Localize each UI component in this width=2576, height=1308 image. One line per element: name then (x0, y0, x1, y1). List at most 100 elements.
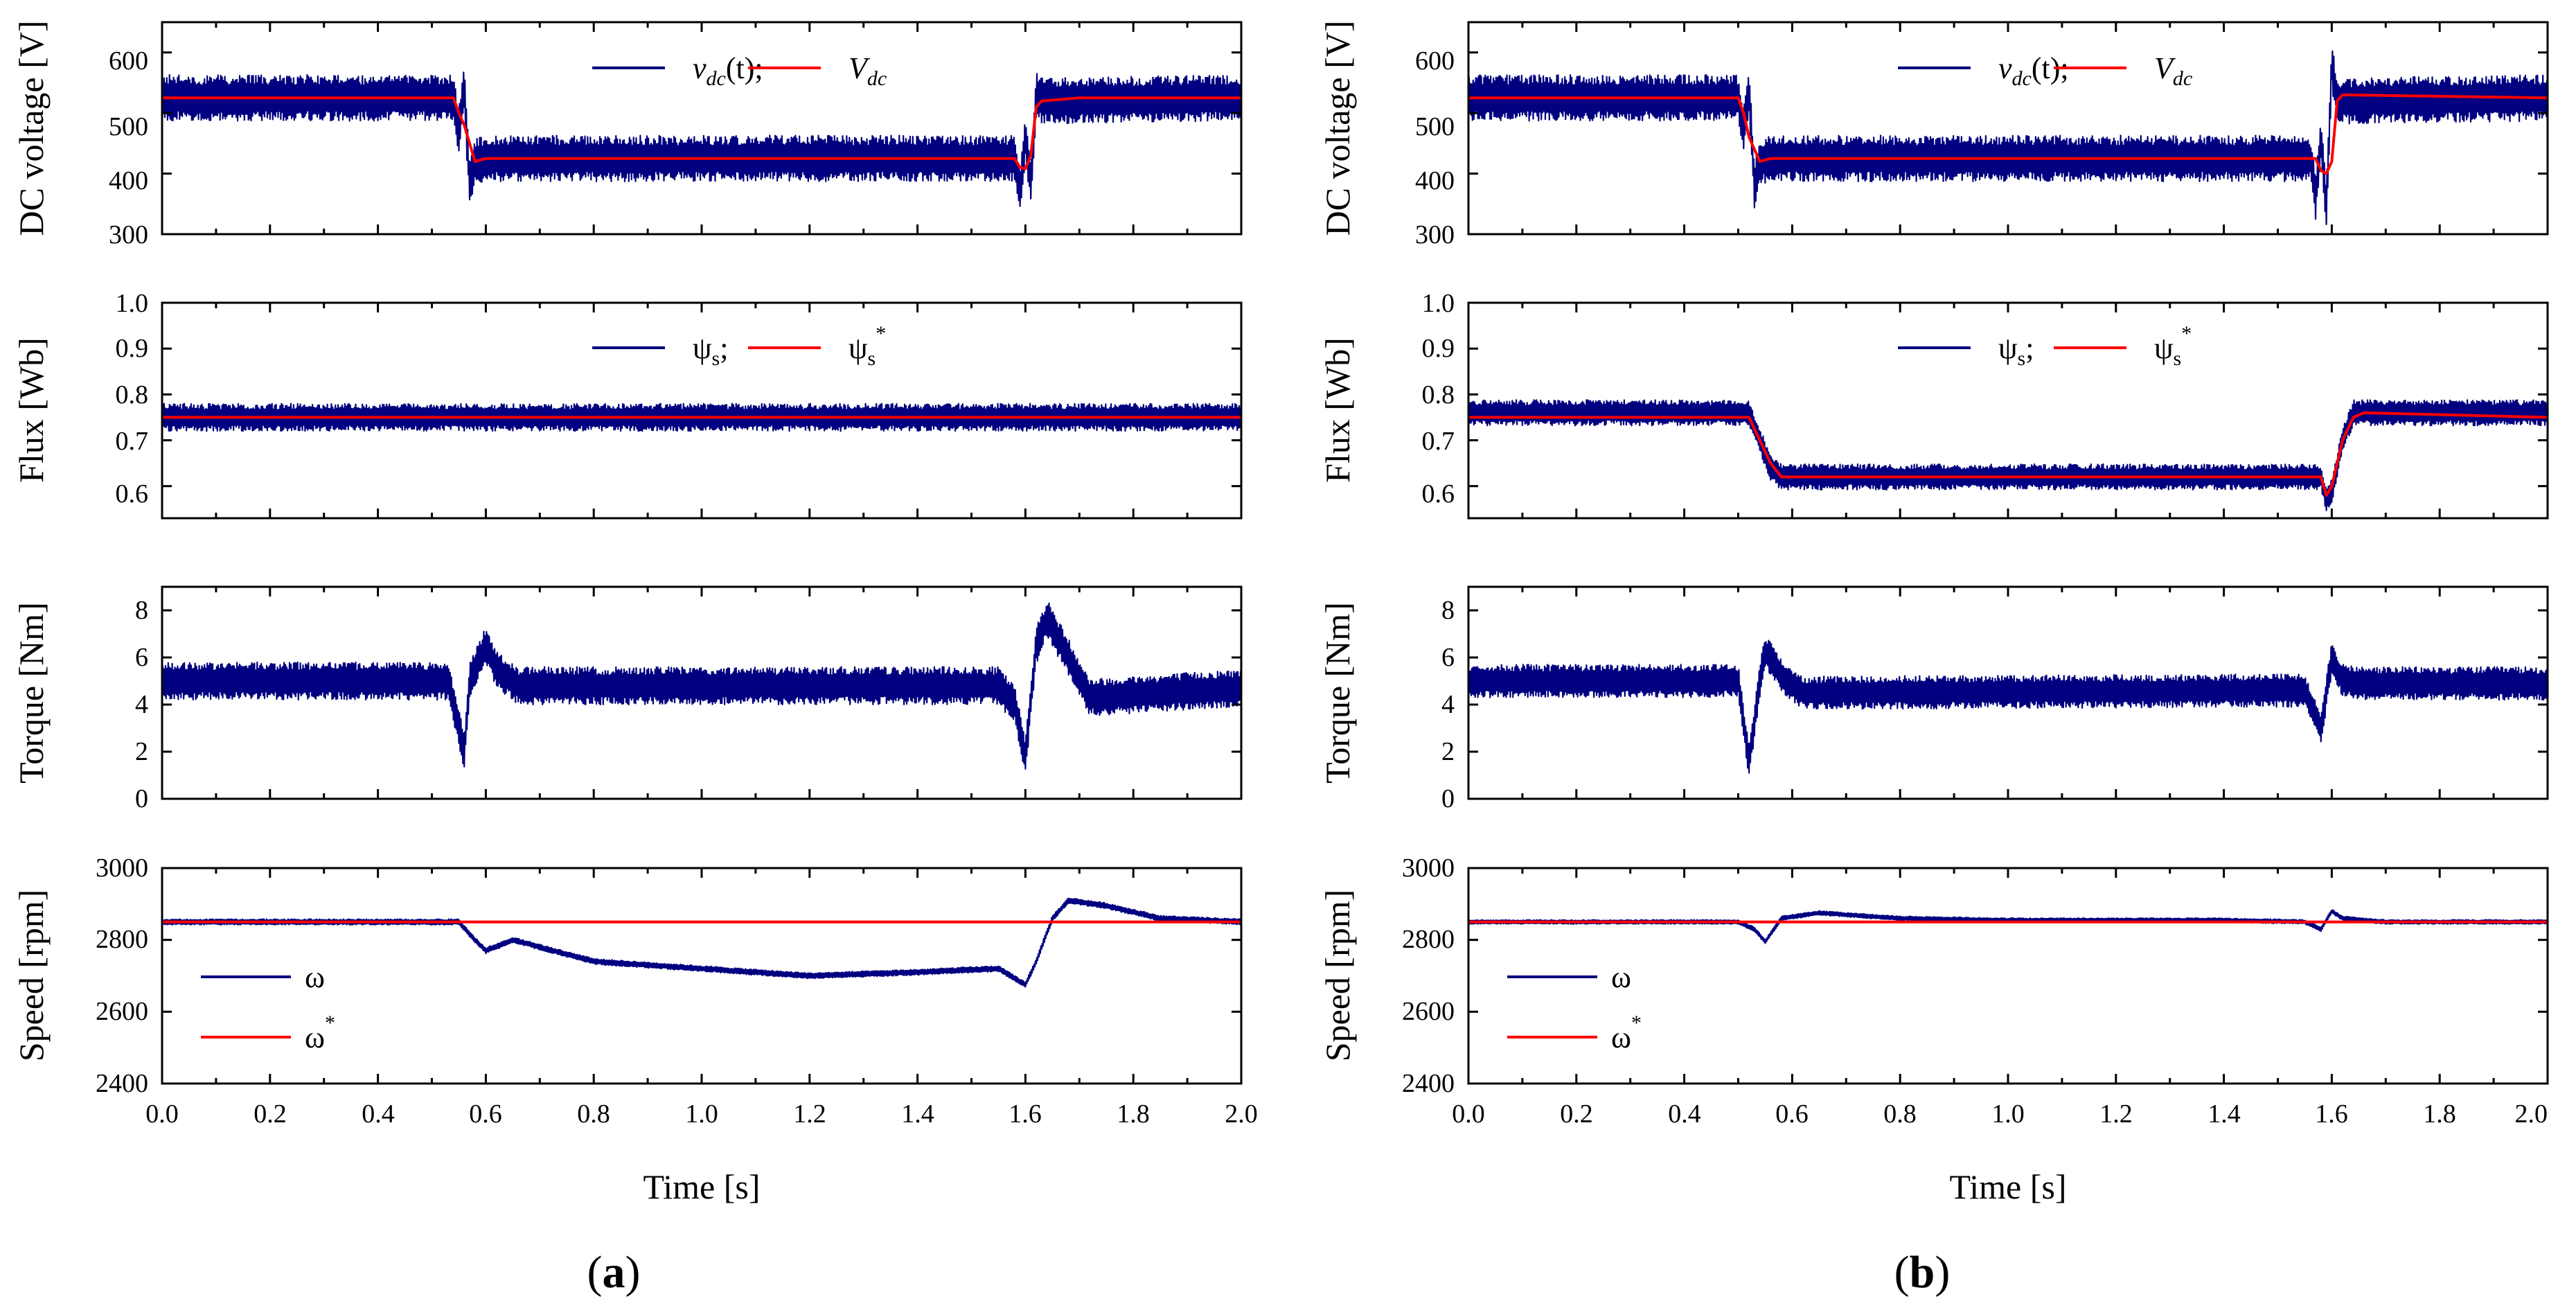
legend-label-measured: vdc(t); (1998, 51, 2069, 90)
xtick-label: 1.0 (685, 1099, 718, 1129)
ylabel-a-dc-voltage: DC voltage [V] (12, 20, 51, 236)
ylabel-a-torque: Torque [Nm] (12, 602, 51, 784)
ytick-label: 0.9 (116, 334, 149, 363)
ylabel-b-torque: Torque [Nm] (1318, 602, 1357, 784)
xtick-label: 0.2 (254, 1099, 287, 1129)
ytick-label: 500 (109, 112, 148, 141)
ytick-label: 0.7 (1422, 427, 1455, 456)
series-line-Vdc (162, 96, 1241, 170)
subplot-b-dc-voltage: DC voltage [V] 300 400 500 600 vdc(t); V… (1318, 20, 2549, 249)
ytick-label: 600 (1415, 46, 1455, 76)
xtick-label: 0.0 (1452, 1099, 1485, 1129)
series-layer (162, 403, 1241, 432)
xticklabels-b: 0.0 0.2 0.4 0.6 0.8 1.0 1.2 1.4 1.6 1.8 … (1452, 1099, 2548, 1129)
ytick-label: 4 (1441, 690, 1455, 719)
panel-a: DC voltage [V] 300 400 500 600 vdc(t); V… (12, 20, 1258, 1298)
ytick-label: 2 (135, 737, 148, 766)
legend-label-measured: ψs; (693, 331, 728, 370)
ytick-label: 0.7 (116, 427, 149, 456)
ticks-layer (161, 587, 1243, 800)
ytick-label: 0.6 (116, 479, 149, 509)
ytick-label: 8 (1441, 596, 1455, 625)
series-line-Vdc (1468, 93, 2548, 175)
xtick-label: 0.6 (469, 1099, 502, 1129)
ytick-label: 2400 (96, 1069, 148, 1098)
legend-label-reference: Vdc (849, 51, 887, 90)
legend-label-measured: ω (305, 960, 325, 994)
panel-b: DC voltage [V] 300 400 500 600 vdc(t); V… (1318, 20, 2549, 1298)
ylabel-a-flux: Flux [Wb] (12, 337, 51, 483)
xtick-label: 0.6 (1775, 1099, 1809, 1129)
ylabel-b-dc-voltage: DC voltage [V] (1318, 20, 1357, 236)
series-line- (1468, 909, 2548, 944)
ytick-label: 400 (1415, 166, 1455, 195)
xtick-label: 0.8 (577, 1099, 610, 1129)
subplot-a-speed: Speed [rpm] 2400 2600 2800 3000 ω ω* (12, 854, 1243, 1098)
ytick-label: 2600 (96, 997, 148, 1026)
ytick-label: 0.6 (1422, 479, 1455, 509)
series-layer (1468, 909, 2548, 944)
xtick-label: 0.4 (362, 1099, 395, 1129)
xtick-label: 0.2 (1560, 1099, 1593, 1129)
xtick-label: 1.8 (2423, 1099, 2456, 1129)
xtick-label: 1.4 (901, 1099, 934, 1129)
ytick-label: 600 (109, 46, 148, 76)
series-layer (162, 602, 1241, 770)
ytick-label: 2400 (1402, 1069, 1455, 1098)
subplot-a-dc-voltage: DC voltage [V] 300 400 500 600 vdc(t); V… (12, 20, 1243, 249)
xlabel-b: Time [s] (1949, 1167, 2066, 1206)
ytick-label: 8 (135, 596, 148, 625)
legend-flux: ψs; ψs* (592, 322, 886, 370)
legend-label-reference: ψs* (2154, 322, 2192, 370)
ytick-label: 6 (135, 643, 148, 672)
xtick-label: 0.8 (1883, 1099, 1917, 1129)
legend-label-measured: ψs; (1998, 331, 2034, 370)
series-line-Te (1468, 639, 2548, 774)
xtick-label: 0.4 (1668, 1099, 1701, 1129)
legend-label-reference: ψs* (849, 322, 886, 370)
series-line-s (1468, 399, 2548, 511)
panel-label-b: (b) (1894, 1247, 1951, 1298)
ytick-label: 3000 (1402, 854, 1455, 883)
series-line-s (162, 403, 1241, 432)
xtick-label: 1.2 (2099, 1099, 2133, 1129)
legend-label-reference: ω* (305, 1011, 335, 1054)
ticks-layer (161, 22, 1243, 236)
ytick-label: 300 (109, 220, 148, 249)
series-layer (1468, 399, 2548, 511)
ylabel-b-speed: Speed [rpm] (1318, 890, 1357, 1062)
series-line-s-ref (1468, 411, 2548, 497)
xtick-label: 1.8 (1117, 1099, 1150, 1129)
subplot-b-torque: Torque [Nm] 0 2 4 6 8 (1318, 585, 2549, 813)
subplot-b-flux: Flux [Wb] 0.6 0.7 0.8 0.9 1.0 ψs; ψs* (1318, 289, 2549, 520)
xtick-label: 1.6 (2315, 1099, 2348, 1129)
xtick-label: 2.0 (2515, 1099, 2548, 1129)
legend-label-measured: vdc(t); (693, 51, 763, 90)
legend-speed: ω ω* (1507, 960, 1642, 1054)
ytick-label: 0.8 (116, 380, 149, 409)
legend-label-reference: Vdc (2154, 51, 2192, 90)
legend-label-reference: ω* (1611, 1011, 1642, 1054)
ylabel-a-speed: Speed [rpm] (12, 890, 51, 1062)
xtick-label: 1.2 (793, 1099, 826, 1129)
series-line-Te (162, 602, 1241, 770)
subplot-a-flux: Flux [Wb] 0.6 0.7 0.8 0.9 1.0 ψs; ψs* (12, 289, 1243, 520)
ylabel-b-flux: Flux [Wb] (1318, 337, 1357, 483)
legend-label-measured: ω (1611, 960, 1631, 994)
ytick-label: 6 (1441, 643, 1455, 672)
series-line-vdct (162, 71, 1241, 207)
xtick-label: 1.0 (1991, 1099, 2025, 1129)
ytick-label: 0.8 (1422, 380, 1455, 409)
ytick-label: 0 (135, 784, 148, 813)
xlabel-a: Time [s] (643, 1167, 760, 1206)
legend-speed: ω ω* (201, 960, 335, 1054)
ticks-layer (161, 301, 1243, 518)
ticks-layer (1467, 867, 2549, 1085)
ytick-label: 300 (1415, 220, 1455, 249)
ytick-label: 1.0 (116, 289, 149, 318)
xtick-label: 1.6 (1009, 1099, 1042, 1129)
ytick-label: 2800 (96, 925, 148, 954)
ticks-layer (1467, 22, 2549, 236)
ytick-label: 400 (109, 166, 148, 195)
panel-label-a: (a) (587, 1247, 641, 1298)
